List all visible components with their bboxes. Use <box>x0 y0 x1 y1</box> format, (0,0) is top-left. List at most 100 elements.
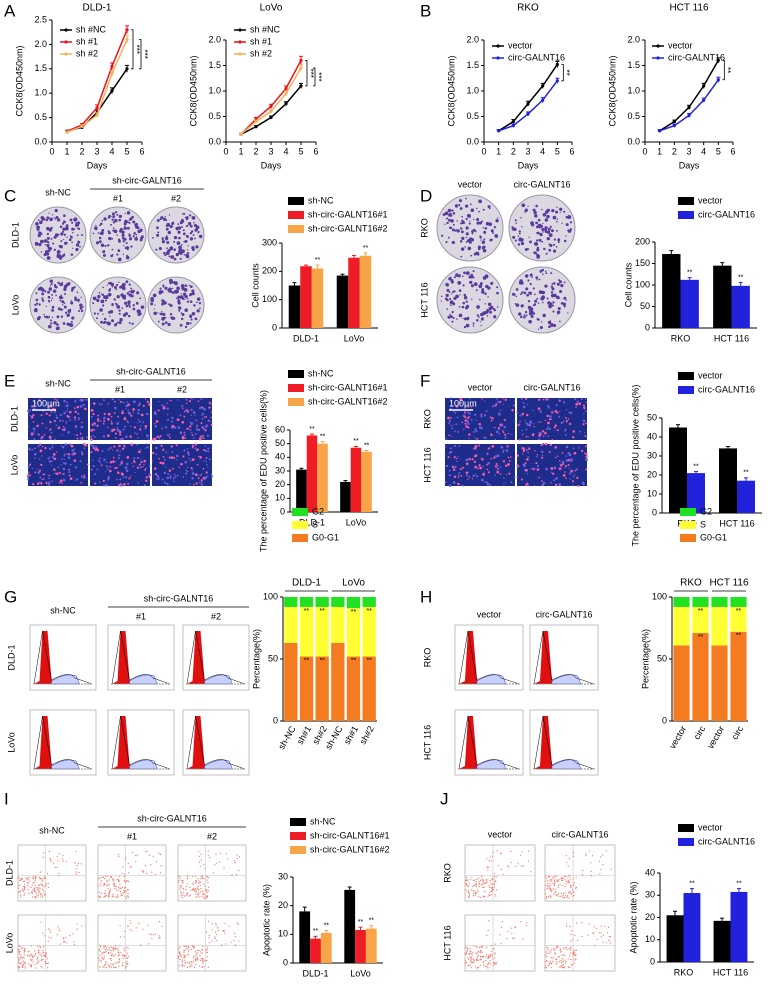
colony <box>41 289 44 291</box>
nucleus <box>73 452 77 455</box>
panel-letter: E <box>4 371 15 390</box>
colony <box>481 288 485 291</box>
colony <box>461 220 465 225</box>
bar-segment <box>730 631 747 721</box>
colony <box>164 286 168 290</box>
nucleus <box>502 398 504 400</box>
x-axis-label: Days <box>679 160 700 170</box>
colony <box>106 284 108 286</box>
nucleus <box>171 417 174 420</box>
colony <box>472 276 475 279</box>
colony <box>159 289 161 292</box>
colony <box>546 297 549 300</box>
colony <box>111 319 115 323</box>
nucleus <box>119 400 122 403</box>
event <box>185 885 188 888</box>
colony <box>513 227 517 231</box>
bar <box>336 275 349 328</box>
colony <box>552 243 556 246</box>
colony <box>69 323 74 327</box>
event <box>80 863 82 865</box>
colony <box>459 207 463 210</box>
event <box>127 948 129 950</box>
nucleus <box>161 478 164 481</box>
event <box>605 850 607 852</box>
nucleus <box>161 461 165 465</box>
nucleus <box>74 466 78 469</box>
event <box>102 945 105 947</box>
nucleus <box>84 407 87 411</box>
nucleus <box>196 448 199 451</box>
event <box>81 925 83 927</box>
nucleus <box>154 412 157 415</box>
nucleus <box>48 474 51 477</box>
nucleus <box>519 420 521 423</box>
colony <box>189 314 192 318</box>
event <box>177 957 179 960</box>
nucleus <box>508 472 511 475</box>
colony <box>71 221 74 224</box>
event <box>572 954 574 956</box>
nucleus <box>38 469 42 472</box>
event <box>591 855 594 857</box>
nucleus <box>123 483 126 486</box>
event <box>36 957 38 960</box>
event <box>492 948 494 950</box>
event <box>493 872 495 875</box>
colony <box>184 216 187 219</box>
event <box>224 922 226 924</box>
nucleus <box>105 484 108 487</box>
event <box>471 885 474 888</box>
scatter-frame <box>544 844 616 902</box>
colony <box>556 218 559 220</box>
colony <box>551 288 554 291</box>
event <box>180 891 182 893</box>
event <box>126 963 128 965</box>
event <box>593 944 596 947</box>
nucleus <box>51 446 54 449</box>
event <box>193 960 195 963</box>
event <box>555 947 558 949</box>
y-axis-label: The percentage of EDU positive cells(%) <box>630 384 640 546</box>
nucleus <box>109 447 112 449</box>
colony <box>132 235 135 238</box>
event <box>124 873 126 875</box>
nucleus <box>154 423 156 425</box>
nucleus <box>444 454 446 456</box>
event <box>202 963 204 965</box>
event <box>205 897 208 899</box>
row-label: LoVo <box>9 455 19 476</box>
nucleus <box>126 456 129 459</box>
colony <box>559 290 563 294</box>
nucleus <box>170 399 172 402</box>
colony <box>118 309 121 312</box>
event <box>554 888 556 890</box>
nucleus <box>166 413 169 416</box>
colony <box>511 228 514 231</box>
nucleus <box>44 446 47 450</box>
nucleus <box>81 475 84 478</box>
nucleus <box>541 456 544 459</box>
colony <box>131 322 134 325</box>
nucleus <box>548 450 551 453</box>
colony <box>526 247 529 251</box>
x-tick-label: 4 <box>701 146 706 156</box>
nucleus <box>535 455 538 458</box>
bar <box>306 435 318 512</box>
nucleus <box>525 448 528 452</box>
colony <box>54 285 58 289</box>
nucleus <box>97 459 101 463</box>
event <box>568 874 570 876</box>
colony <box>525 287 529 291</box>
colony <box>164 236 169 241</box>
nucleus <box>464 422 467 425</box>
event <box>465 960 467 962</box>
event <box>102 965 104 968</box>
scatter-frame <box>464 914 536 972</box>
significance-bracket <box>561 64 564 82</box>
event <box>569 966 571 968</box>
colony <box>47 249 51 253</box>
nucleus <box>184 460 188 464</box>
colony <box>463 271 466 275</box>
nucleus <box>544 398 547 401</box>
